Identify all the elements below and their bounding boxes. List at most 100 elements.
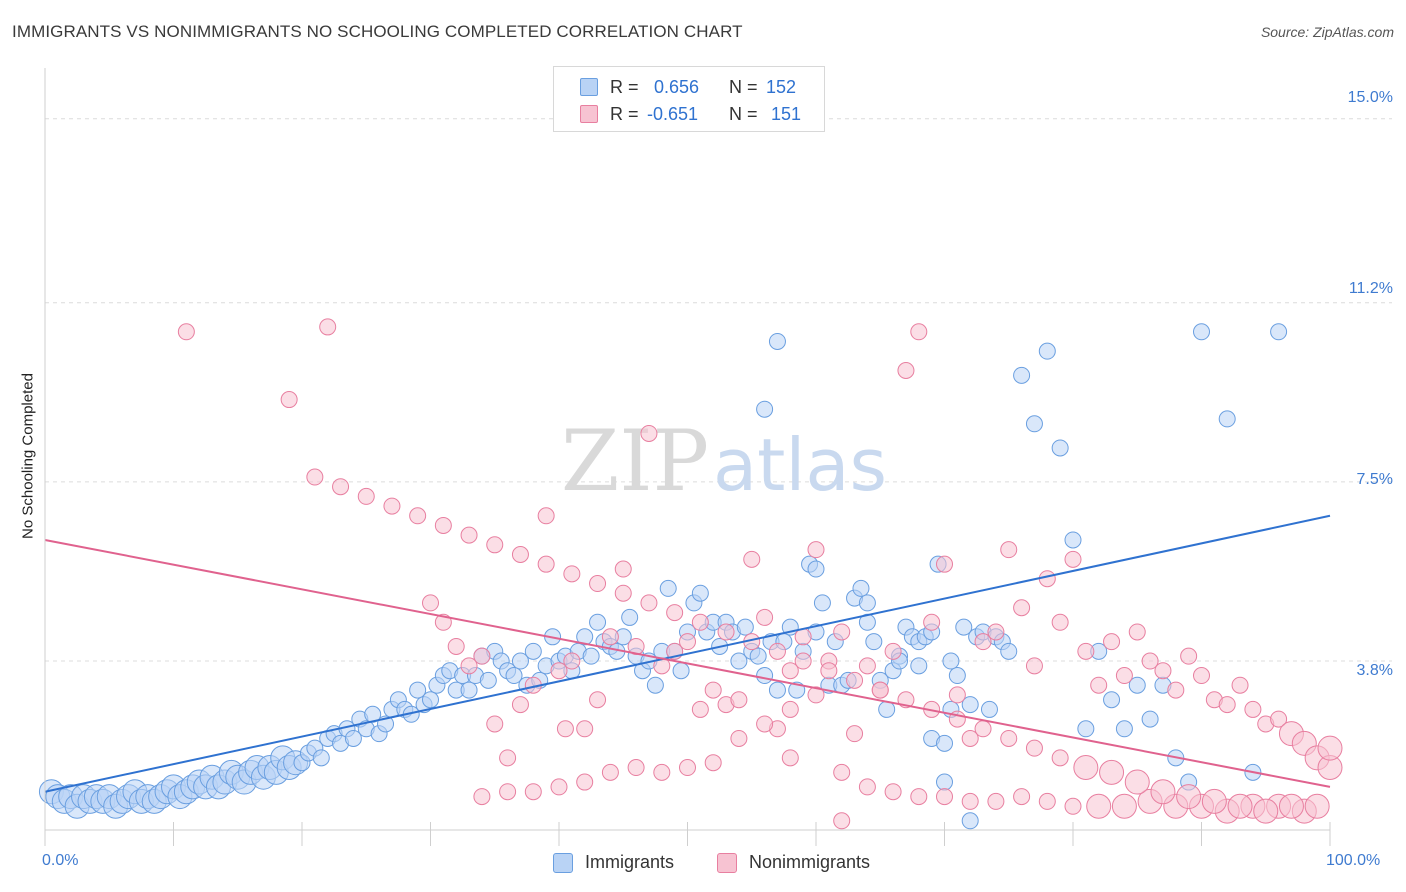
nonimmigrants-point: [730, 729, 748, 747]
immigrants-point: [505, 667, 523, 685]
immigrants-point: [1218, 410, 1236, 428]
immigrants-point: [961, 812, 979, 830]
nonimmigrants-point: [756, 608, 774, 626]
nonimmigrants-point: [332, 478, 350, 496]
immigrants-point: [942, 652, 960, 670]
bottom-legend-label: Immigrants: [585, 852, 675, 872]
immigrants-point: [955, 618, 973, 636]
nonimmigrants-point: [1193, 667, 1210, 685]
immigrants-point: [659, 579, 677, 597]
legend-swatch-nonimmigrants: [580, 105, 598, 123]
nonimmigrants-point: [1180, 647, 1198, 665]
nonimmigrants-point: [556, 720, 574, 738]
nonimmigrants-point: [961, 792, 979, 810]
immigrants-point: [749, 647, 767, 665]
nonimmigrants-point: [1103, 633, 1121, 651]
immigrants-point: [524, 642, 542, 660]
nonimmigrants-point: [460, 657, 478, 675]
nonimmigrants-point: [1051, 749, 1069, 767]
immigrants-point: [1013, 366, 1031, 384]
nonimmigrants-point: [936, 555, 953, 573]
nonimmigrants-point: [473, 788, 491, 806]
immigrants-point: [736, 618, 754, 636]
nonimmigrants-point: [987, 792, 1005, 810]
nonimmigrants-point: [1317, 735, 1343, 761]
x-tick-label: 0.0%: [42, 852, 79, 869]
nonimmigrants-point: [537, 555, 555, 573]
nonimmigrants-point: [974, 633, 992, 651]
nonimmigrants-point: [1077, 642, 1095, 660]
legend-row-immigrants: R = 0.656 N = 152: [554, 75, 824, 99]
nonimmigrants-point: [1000, 541, 1018, 559]
legend-r-label: R =: [610, 104, 639, 124]
immigrants-point: [422, 691, 439, 709]
nonimmigrants-point: [820, 662, 838, 680]
legend-n-label: N =: [729, 104, 758, 124]
y-axis-label: No Schooling Completed: [19, 373, 37, 539]
nonimmigrants-point: [473, 647, 491, 665]
immigrants-point: [460, 681, 478, 699]
nonimmigrants-point: [486, 715, 504, 733]
immigrants-point: [479, 671, 497, 689]
nonimmigrants-point: [1167, 681, 1185, 699]
nonimmigrants-point: [511, 696, 529, 714]
nonimmigrants-point: [499, 749, 517, 767]
nonimmigrants-point: [936, 788, 953, 806]
chart-title: IMMIGRANTS VS NONIMMIGRANTS NO SCHOOLING…: [12, 22, 743, 41]
nonimmigrants-point: [1176, 784, 1202, 810]
immigrants-point: [768, 332, 786, 350]
nonimmigrants-point: [563, 652, 581, 670]
nonimmigrants-point: [177, 323, 195, 341]
nonimmigrants-point: [1253, 798, 1279, 824]
nonimmigrants-point: [550, 662, 568, 680]
immigrants-point: [1270, 323, 1288, 341]
nonimmigrants-point: [357, 487, 375, 505]
nonimmigrants-point: [781, 749, 799, 767]
nonimmigrants-point: [679, 633, 696, 651]
legend-swatch-immigrants: [580, 78, 598, 96]
immigrants-point: [672, 662, 690, 680]
nonimmigrants-point: [910, 788, 928, 806]
nonimmigrants-point: [833, 623, 851, 641]
nonimmigrants-point: [434, 516, 452, 534]
nonimmigrants-point: [1270, 710, 1288, 728]
nonimmigrants-point: [1064, 550, 1082, 568]
immigrants-point: [756, 400, 774, 418]
immigrants-point: [807, 560, 825, 578]
nonimmigrants-point: [640, 594, 658, 612]
nonimmigrants-point: [1051, 613, 1069, 631]
nonimmigrants-point: [756, 715, 774, 733]
nonimmigrants-point: [447, 637, 465, 655]
legend-r-label: R =: [610, 77, 639, 97]
immigrants-point: [1038, 342, 1056, 360]
immigrants-trend-line: [44, 514, 1331, 793]
nonimmigrants-point: [884, 783, 902, 801]
nonimmigrants-point: [807, 541, 825, 559]
nonimmigrants-point: [550, 778, 568, 796]
y-tick-label: 3.8%: [1356, 662, 1393, 679]
nonimmigrants-point: [537, 507, 555, 525]
trend-lines: [44, 514, 1331, 793]
nonimmigrants-point: [884, 642, 902, 660]
immigrants-point: [576, 628, 594, 646]
nonimmigrants-point: [1278, 793, 1304, 819]
nonimmigrants-point: [319, 318, 337, 336]
immigrants-point: [1025, 415, 1043, 433]
nonimmigrants-point: [422, 594, 439, 612]
nonimmigrants-point: [383, 497, 401, 515]
nonimmigrants-point: [1141, 652, 1159, 670]
nonimmigrants-point: [1086, 793, 1112, 819]
nonimmigrants-point: [691, 613, 709, 631]
nonimmigrants-point: [846, 671, 864, 689]
immigrants-point: [865, 633, 883, 651]
nonimmigrants-point: [691, 700, 709, 718]
nonimmigrants-point: [589, 691, 607, 709]
nonimmigrants-point: [1111, 793, 1137, 819]
legend: R = 0.656 N = 152 R = -0.651 N = 151: [553, 66, 825, 132]
nonimmigrants-point: [1128, 623, 1146, 641]
immigrants-point: [936, 734, 953, 752]
immigrants-point: [730, 652, 748, 670]
nonimmigrants-point: [306, 468, 324, 486]
nonimmigrants-point: [666, 604, 684, 622]
nonimmigrants-point: [1150, 779, 1176, 805]
